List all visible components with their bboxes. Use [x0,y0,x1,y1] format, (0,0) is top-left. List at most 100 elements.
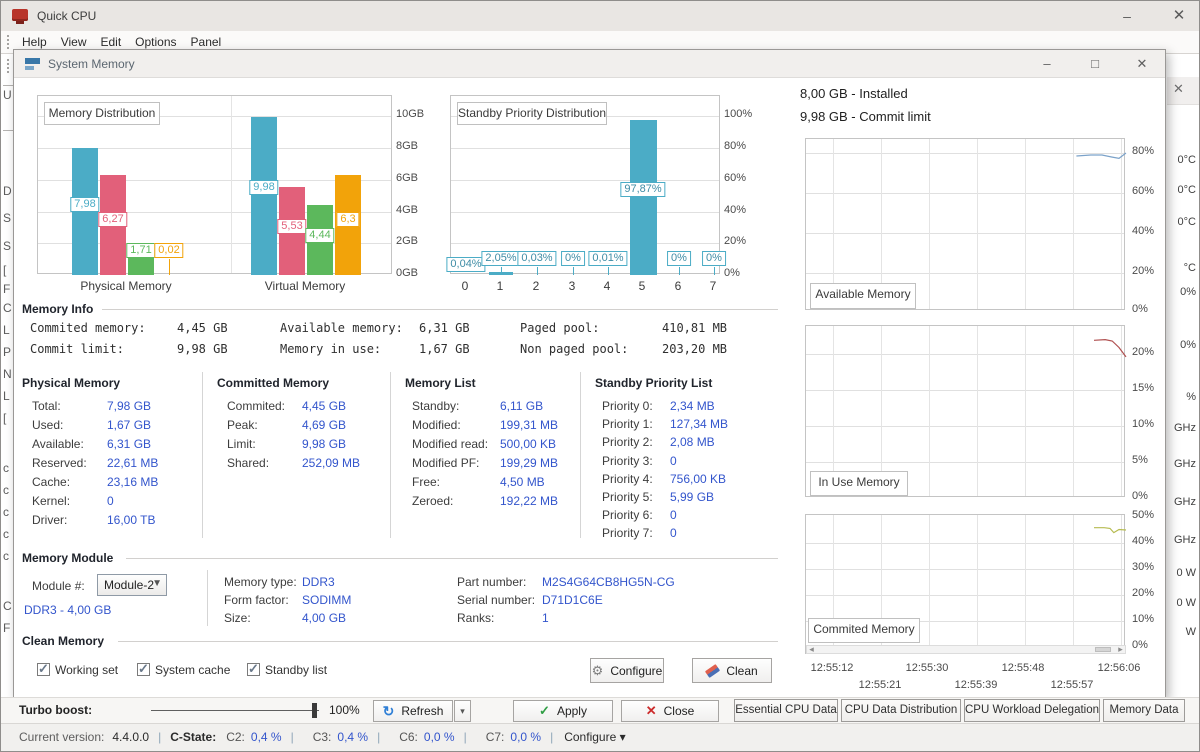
close-x-icon: ✕ [645,703,657,718]
standby-priority-chart: 0,04% 2,05% 0,03% 0% 0,01% 97,87% 0% 0% [446,95,726,275]
checkbox-standby-list[interactable]: ✓ [247,661,260,676]
window-close-button[interactable]: ✕ [1172,7,1186,24]
edge-fragment: 0°C [1177,184,1196,196]
turbo-boost-slider-thumb[interactable] [312,703,317,718]
menu-item-panel[interactable]: Panel [190,35,222,49]
bar-value-label: 97,87% [620,181,666,197]
window-minimize-button[interactable]: – [1123,8,1131,24]
axis-tick-label: 20% [1132,587,1155,599]
refresh-button[interactable]: ↻ Refresh [373,700,453,722]
menu-item-help[interactable]: Help [22,35,47,49]
gridline [833,515,834,653]
check-icon: ✓ [38,661,49,676]
detail-label: Limit: [227,437,256,451]
cstate-name: C7: [485,730,505,744]
gridline [1025,326,1026,496]
axis-tick-label: 40% [1132,535,1155,547]
bar-value-label: 6,3 [336,212,360,227]
detail-label: Total: [32,399,61,413]
checkbox-system-cache[interactable]: ✓ [137,661,150,676]
close-button[interactable]: ✕ Close [621,700,719,722]
apply-button[interactable]: ✓ Apply [513,700,613,722]
axis-tick-label: 80% [724,140,747,153]
detail-value: 199,31 MB [500,418,559,432]
dialog-maximize-button[interactable]: □ [1091,56,1099,71]
checkbox-label: System cache [155,663,231,677]
axis-category-label: 7 [709,279,717,293]
tab-memory-data[interactable]: Memory Data [1103,699,1185,722]
gridline [1121,515,1122,653]
module-detail-label: Part number: [457,575,527,589]
gridline [1025,515,1026,653]
tab-cpu-workload-delegation[interactable]: CPU Workload Delegation [964,699,1100,722]
commit-limit-line: 9,98 GB - Commit limit [800,109,931,124]
scrollbar-thumb[interactable] [1095,647,1111,652]
bar-value-label: 0,03% [517,251,557,266]
time-tick-label: 12:56:06 [1097,662,1141,674]
axis-tick-label: 0% [1132,303,1148,315]
bar-value-label: 0,01% [588,251,628,266]
detail-value: 22,61 MB [107,456,159,470]
menu-item-view[interactable]: View [60,35,87,49]
memory-module-title: Memory Module [22,551,114,565]
dialog-close-button[interactable]: ✕ [1136,56,1148,71]
axis-tick-label: 40% [724,203,747,216]
column-title: Committed Memory [217,376,330,390]
gridline [977,515,978,653]
menu-item-options[interactable]: Options [135,35,177,49]
turbo-boost-value: 100% [329,703,360,717]
detail-label: Priority 7: [602,526,653,541]
module-detail-value: M2S4G64CB8HG5N-CG [542,575,675,589]
info-label: Memory in use: [280,342,382,356]
edge-fragment: 0°C [1177,216,1196,228]
dialog-minimize-button[interactable]: – [1043,56,1051,71]
gridline [806,390,1124,391]
module-summary: DDR3 - 4,00 GB [24,603,112,617]
menu-item-edit[interactable]: Edit [100,35,122,49]
edge-fragment: W [1185,626,1196,638]
detail-value: 4,69 GB [302,418,347,432]
chart-scrollbar[interactable]: ◂ ▸ [806,645,1126,654]
edge-fragment: F [3,621,11,635]
menubar-grip[interactable] [6,34,9,51]
time-tick-label: 12:55:12 [810,662,854,674]
panel-grip[interactable] [6,58,9,75]
axis-tick-label: 0% [1132,490,1148,502]
detail-label: Modified PF: [412,456,480,470]
module-select[interactable]: Module-2 ▼ [97,574,167,596]
detail-label: Zeroed: [412,494,454,508]
detail-label: Shared: [227,456,270,470]
module-detail-label: Size: [224,611,251,625]
detail-label: Priority 5: [602,490,653,504]
check-icon: ✓ [248,661,259,676]
panel-close-icon[interactable]: ✕ [1173,81,1184,96]
axis-tick-label: 60% [724,171,747,184]
configure-button[interactable]: ⚙ Configure [590,658,664,683]
column-divider [390,372,391,538]
memory-chart-icon [25,58,41,70]
clean-button[interactable]: Clean [692,658,772,683]
tab-essential-cpu-data[interactable]: Essential CPU Data [734,699,838,722]
turbo-boost-slider-track[interactable] [151,710,319,711]
detail-label: Reserved: [32,456,87,470]
statusbar-configure-menu[interactable]: Configure ▾ [564,730,626,744]
axis-tick-label: 20% [724,235,747,248]
gridline [231,96,232,273]
scroll-right-icon[interactable]: ▸ [1118,644,1123,654]
axis-category-label: Virtual Memory [264,279,346,293]
gridline [977,139,978,309]
axis-tick-label: 40% [1132,225,1155,237]
cstate-value: 0,0 % [423,730,455,744]
gridline [806,426,1124,427]
bar-label-stem [714,267,715,275]
axis-tick-label: 20% [1132,346,1155,358]
scroll-left-icon[interactable]: ◂ [809,644,814,654]
checkbox-working-set[interactable]: ✓ [37,661,50,676]
gridline [451,179,719,181]
edge-fragment: °C [1183,262,1196,274]
refresh-dropdown-button[interactable]: ▾ [454,700,471,722]
detail-value: 23,16 MB [107,475,159,489]
tab-cpu-data-distribution[interactable]: CPU Data Distribution [841,699,961,722]
installed-memory-line: 8,00 GB - Installed [800,86,908,101]
clean-button-label: Clean [726,663,758,678]
